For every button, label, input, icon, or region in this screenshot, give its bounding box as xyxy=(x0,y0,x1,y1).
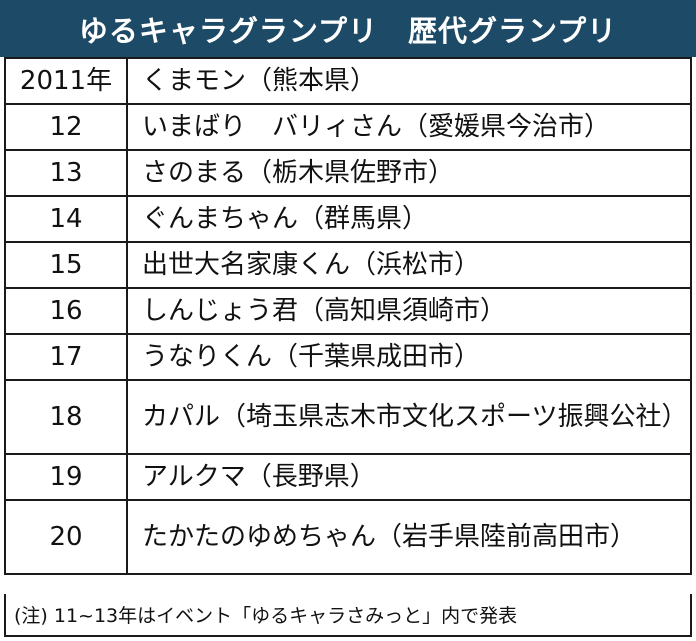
table-row: 2011年 くまモン（熊本県） xyxy=(4,57,692,105)
table-row: 17 うなりくん（千葉県成田市） xyxy=(4,333,692,381)
winner-cell: うなりくん（千葉県成田市） xyxy=(126,333,692,381)
year-cell: 15 xyxy=(4,241,128,289)
year-cell: 19 xyxy=(4,453,128,501)
table-row: 13 さのまる（栃木県佐野市） xyxy=(4,149,692,197)
year-cell: 20 xyxy=(4,499,128,575)
winner-cell: くまモン（熊本県） xyxy=(126,57,692,105)
year-cell: 18 xyxy=(4,379,128,455)
table-row: 19 アルクマ（長野県） xyxy=(4,453,692,501)
table-row: 15 出世大名家康くん（浜松市） xyxy=(4,241,692,289)
winner-cell: ぐんまちゃん（群馬県） xyxy=(126,195,692,243)
winner-cell: いまばり バリィさん（愛媛県今治市） xyxy=(126,103,692,151)
table-title: ゆるキャラグランプリ 歴代グランプリ xyxy=(0,0,696,57)
winner-cell: カパル（埼玉県志木市文化スポーツ振興公社） xyxy=(126,379,692,455)
year-cell: 17 xyxy=(4,333,128,381)
table-row: 18 カパル（埼玉県志木市文化スポーツ振興公社） xyxy=(4,379,692,455)
table-row: 14 ぐんまちゃん（群馬県） xyxy=(4,195,692,243)
winner-cell: アルクマ（長野県） xyxy=(126,453,692,501)
title-text: ゆるキャラグランプリ 歴代グランプリ xyxy=(78,13,618,48)
footnote: (注) 11~13年はイベント「ゆるキャラさみっと」内で発表 xyxy=(4,594,692,637)
winner-cell: さのまる（栃木県佐野市） xyxy=(126,149,692,197)
winner-cell: たかたのゆめちゃん（岩手県陸前高田市） xyxy=(126,499,692,575)
year-cell: 2011年 xyxy=(4,57,128,105)
table-row: 12 いまばり バリィさん（愛媛県今治市） xyxy=(4,103,692,151)
winner-cell: 出世大名家康くん（浜松市） xyxy=(126,241,692,289)
table-row: 20 たかたのゆめちゃん（岩手県陸前高田市） xyxy=(4,499,692,575)
year-cell: 13 xyxy=(4,149,128,197)
year-cell: 14 xyxy=(4,195,128,243)
winner-cell: しんじょう君（高知県須崎市） xyxy=(126,287,692,335)
year-cell: 16 xyxy=(4,287,128,335)
year-cell: 12 xyxy=(4,103,128,151)
table-row: 16 しんじょう君（高知県須崎市） xyxy=(4,287,692,335)
grand-prix-table: 2011年 くまモン（熊本県） 12 いまばり バリィさん（愛媛県今治市） 13… xyxy=(4,57,692,575)
